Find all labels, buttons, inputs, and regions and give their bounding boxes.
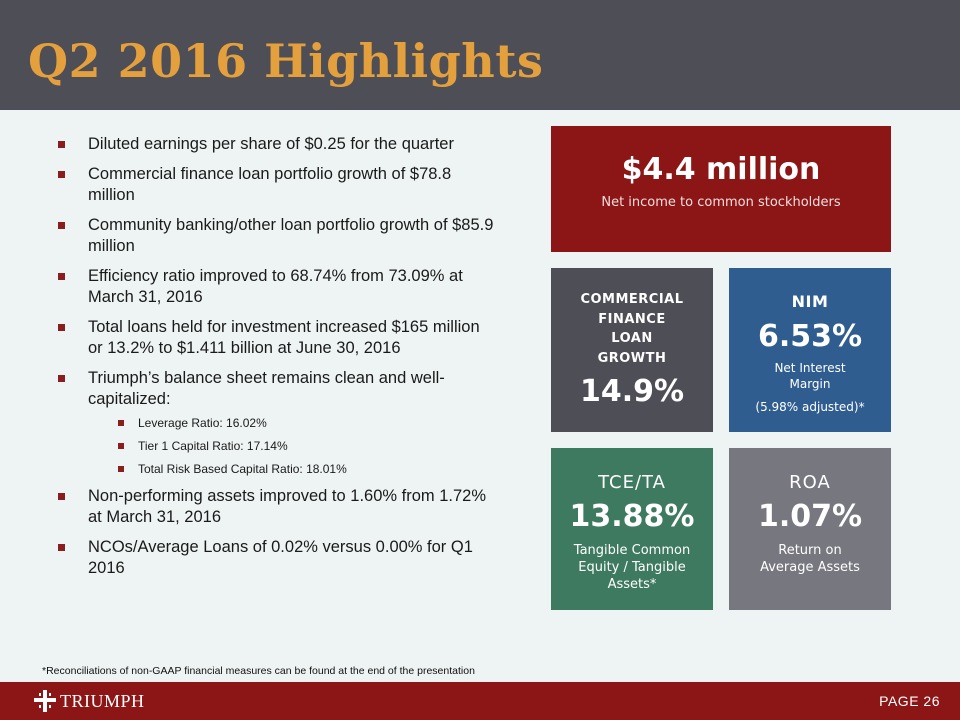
tce-ta-card: TCE/TA 13.88% Tangible Common Equity / T…: [551, 448, 713, 610]
footer-bar: TRIUMPH PAGE 26: [0, 682, 960, 720]
header-bar: Q2 2016 Highlights: [0, 0, 960, 110]
tce-ta-caption: Tangible Common Equity / Tangible Assets…: [573, 543, 691, 592]
list-item: Commercial finance loan portfolio growth…: [56, 164, 496, 206]
roa-card: ROA 1.07% Return on Average Assets: [729, 448, 891, 610]
nim-value: 6.53%: [757, 319, 863, 354]
page-title: Q2 2016 Highlights: [28, 34, 544, 88]
triumph-logo: TRIUMPH: [34, 690, 145, 712]
footnote: *Reconciliations of non-GAAP financial m…: [42, 665, 475, 677]
commercial-finance-value: 14.9%: [579, 374, 685, 409]
nim-label: NIM: [791, 292, 829, 311]
bullet-square-icon: [58, 222, 65, 229]
bullet-square-icon: [58, 324, 65, 331]
bullet-square-icon: [118, 420, 124, 426]
list-item: NCOs/Average Loans of 0.02% versus 0.00%…: [56, 537, 496, 579]
sub-list-item: Tier 1 Capital Ratio: 17.14%: [88, 439, 496, 454]
bullet-square-icon: [58, 171, 65, 178]
list-item: Community banking/other loan portfolio g…: [56, 215, 496, 257]
bullet-square-icon: [58, 493, 65, 500]
roa-label: ROA: [789, 472, 831, 493]
sub-list-item: Leverage Ratio: 16.02%: [88, 416, 496, 431]
net-income-caption: Net income to common stockholders: [601, 195, 841, 210]
list-item: Diluted earnings per share of $0.25 for …: [56, 134, 496, 155]
tce-ta-label: TCE/TA: [598, 472, 666, 493]
commercial-finance-card: COMMERCIAL FINANCE LOAN GROWTH 14.9%: [551, 268, 713, 432]
list-item: Triumph’s balance sheet remains clean an…: [56, 368, 496, 477]
bullet-square-icon: [118, 443, 124, 449]
bullet-square-icon: [58, 544, 65, 551]
cross-logo-icon: [34, 690, 56, 712]
list-item: Efficiency ratio improved to 68.74% from…: [56, 266, 496, 308]
list-item: Non-performing assets improved to 1.60% …: [56, 486, 496, 528]
capital-ratios-sublist: Leverage Ratio: 16.02% Tier 1 Capital Ra…: [88, 416, 496, 477]
logo-wordmark: TRIUMPH: [60, 690, 145, 711]
sub-list-item: Total Risk Based Capital Ratio: 18.01%: [88, 462, 496, 477]
net-income-card: $4.4 million Net income to common stockh…: [551, 126, 891, 252]
roa-caption: Return on Average Assets: [760, 543, 860, 575]
highlights-list: Diluted earnings per share of $0.25 for …: [56, 134, 496, 588]
bullet-square-icon: [58, 141, 65, 148]
tce-ta-value: 13.88%: [569, 499, 695, 534]
nim-card: NIM 6.53% Net Interest Margin (5.98% adj…: [729, 268, 891, 432]
roa-value: 1.07%: [757, 499, 863, 534]
bullet-square-icon: [58, 375, 65, 382]
net-income-value: $4.4 million: [621, 152, 821, 187]
commercial-finance-label: COMMERCIAL FINANCE LOAN GROWTH: [580, 292, 684, 366]
bullet-square-icon: [58, 273, 65, 280]
nim-adjusted-note: (5.98% adjusted)*: [755, 400, 865, 414]
page-number: PAGE 26: [879, 693, 940, 709]
bullet-square-icon: [118, 466, 124, 472]
list-item: Total loans held for investment increase…: [56, 317, 496, 359]
nim-caption: Net Interest Margin: [774, 361, 846, 391]
